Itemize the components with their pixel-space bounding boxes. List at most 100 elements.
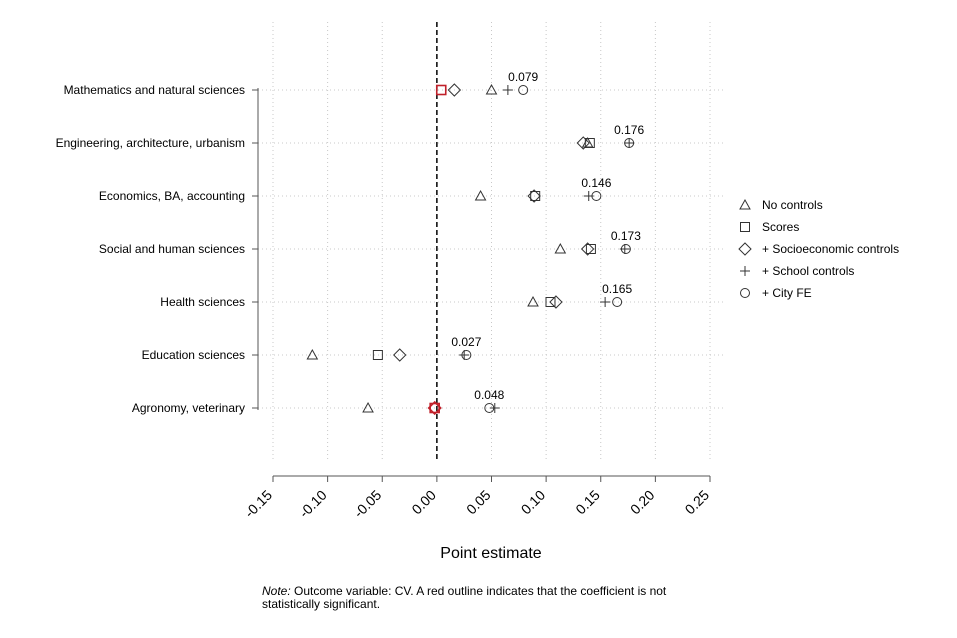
point-triangle-marker bbox=[527, 295, 539, 307]
point-plus-marker bbox=[459, 350, 470, 360]
point-circle-marker-shape bbox=[612, 297, 623, 307]
legend-label: No controls bbox=[762, 198, 823, 212]
point-circle-marker-shape bbox=[624, 138, 635, 148]
data-markers bbox=[306, 83, 635, 416]
point-circle-marker bbox=[612, 297, 623, 307]
x-tick-label: 0.20 bbox=[627, 487, 658, 518]
point-plus-marker bbox=[489, 403, 500, 413]
point-plus-marker bbox=[600, 297, 611, 307]
point-circle-marker bbox=[461, 350, 472, 360]
point-diamond-marker bbox=[427, 400, 442, 416]
point-square-marker bbox=[435, 84, 447, 96]
point-triangle-marker bbox=[581, 136, 594, 148]
category-label: Social and human sciences bbox=[99, 242, 245, 256]
x-tick-label: 0.15 bbox=[572, 487, 603, 518]
point-triangle-marker-shape bbox=[474, 189, 487, 201]
legend-triangle-icon-shape bbox=[739, 198, 751, 210]
point-square-marker-shape bbox=[585, 244, 596, 254]
figure-note: Note: Outcome variable: CV. A red outlin… bbox=[262, 585, 722, 611]
value-label: 0.165 bbox=[602, 282, 632, 296]
point-square-marker bbox=[429, 402, 440, 414]
point-triangle-marker-shape bbox=[306, 348, 319, 360]
legend-diamond-icon bbox=[738, 242, 752, 256]
category-label: Education sciences bbox=[142, 348, 245, 362]
legend: No controls Scores + Socioeconomic control… bbox=[738, 198, 899, 300]
point-circle-marker bbox=[620, 244, 631, 254]
point-triangle-marker-shape bbox=[485, 83, 498, 95]
point-diamond-marker-shape bbox=[580, 242, 595, 256]
value-label: 0.027 bbox=[451, 335, 481, 349]
legend-label: + Socioeconomic controls bbox=[762, 242, 899, 256]
legend-diamond-icon-shape bbox=[738, 242, 752, 256]
point-circle-marker-shape bbox=[518, 85, 529, 95]
legend-plus-icon bbox=[740, 266, 750, 276]
point-diamond-marker-shape bbox=[576, 136, 590, 150]
value-label: 0.176 bbox=[614, 123, 644, 137]
value-label: 0.146 bbox=[581, 176, 611, 190]
x-tick-label: -0.10 bbox=[296, 487, 330, 521]
legend-label: + School controls bbox=[762, 264, 854, 278]
note-prefix: Note: bbox=[262, 584, 291, 598]
point-square-marker-shape bbox=[372, 350, 383, 360]
point-triangle-marker bbox=[474, 189, 487, 201]
legend-triangle-icon bbox=[739, 198, 751, 210]
point-triangle-marker bbox=[554, 242, 567, 254]
point-circle-marker-shape bbox=[620, 244, 631, 254]
point-triangle-marker-shape bbox=[362, 401, 374, 413]
point-square-marker-shape bbox=[584, 138, 595, 148]
x-tick-label: 0.00 bbox=[408, 487, 439, 518]
value-label: 0.079 bbox=[508, 70, 538, 84]
legend-label: Scores bbox=[762, 220, 799, 234]
legend-square-icon bbox=[740, 222, 750, 232]
point-triangle-marker bbox=[362, 401, 374, 413]
x-tick-labels: -0.15 -0.10 -0.05 0.00 0.05 0.10 0.15 0.20 0.25 bbox=[241, 487, 712, 521]
x-axis-title: Point estimate bbox=[440, 545, 541, 562]
point-diamond-marker bbox=[447, 83, 462, 97]
category-label: Health sciences bbox=[160, 295, 245, 309]
point-circle-marker bbox=[484, 403, 495, 413]
value-label: 0.048 bbox=[474, 388, 504, 402]
category-label: Economics, BA, accounting bbox=[99, 189, 245, 203]
x-tick-label: 0.25 bbox=[682, 487, 713, 518]
point-diamond-marker-shape bbox=[393, 348, 407, 362]
point-diamond-marker bbox=[580, 242, 595, 256]
value-labels: 0.079 0.176 0.146 0.173 0.165 0.027 0.048 bbox=[451, 70, 644, 402]
point-diamond-marker bbox=[393, 348, 407, 362]
point-circle-marker bbox=[591, 191, 602, 201]
x-tick-label: 0.05 bbox=[463, 487, 494, 518]
point-triangle-marker-shape bbox=[581, 136, 594, 148]
point-square-marker bbox=[545, 297, 556, 307]
point-diamond-marker-shape bbox=[527, 189, 541, 203]
category-labels: Mathematics and natural sciences Engineer… bbox=[56, 83, 245, 415]
point-diamond-marker-shape bbox=[427, 400, 442, 416]
point-diamond-marker bbox=[549, 295, 563, 309]
legend-circle-icon bbox=[740, 288, 750, 298]
legend-square-icon-shape bbox=[740, 222, 750, 232]
point-diamond-marker-shape bbox=[447, 83, 462, 97]
point-triangle-marker bbox=[485, 83, 498, 95]
axes bbox=[252, 22, 711, 482]
x-tick-label: 0.10 bbox=[518, 487, 549, 518]
point-square-marker bbox=[584, 138, 595, 148]
point-diamond-marker bbox=[576, 136, 590, 150]
legend-circle-icon-shape bbox=[740, 288, 750, 298]
point-triangle-marker-shape bbox=[527, 295, 539, 307]
x-tick-label: -0.15 bbox=[241, 487, 275, 521]
point-circle-marker-shape bbox=[591, 191, 602, 201]
point-circle-marker bbox=[624, 138, 635, 148]
point-circle-marker bbox=[518, 85, 529, 95]
point-diamond-marker bbox=[527, 189, 541, 203]
point-square-marker-shape bbox=[545, 297, 556, 307]
category-label: Mathematics and natural sciences bbox=[64, 83, 245, 97]
point-square-marker-shape bbox=[429, 402, 440, 414]
category-label: Agronomy, veterinary bbox=[132, 401, 245, 415]
point-triangle-marker-shape bbox=[554, 242, 567, 254]
category-label: Engineering, architecture, urbanism bbox=[56, 136, 245, 150]
point-circle-marker-shape bbox=[484, 403, 495, 413]
point-triangle-marker bbox=[306, 348, 319, 360]
point-plus-marker bbox=[624, 138, 635, 148]
point-circle-marker-shape bbox=[461, 350, 472, 360]
value-label: 0.173 bbox=[611, 229, 641, 243]
point-square-marker bbox=[372, 350, 383, 360]
